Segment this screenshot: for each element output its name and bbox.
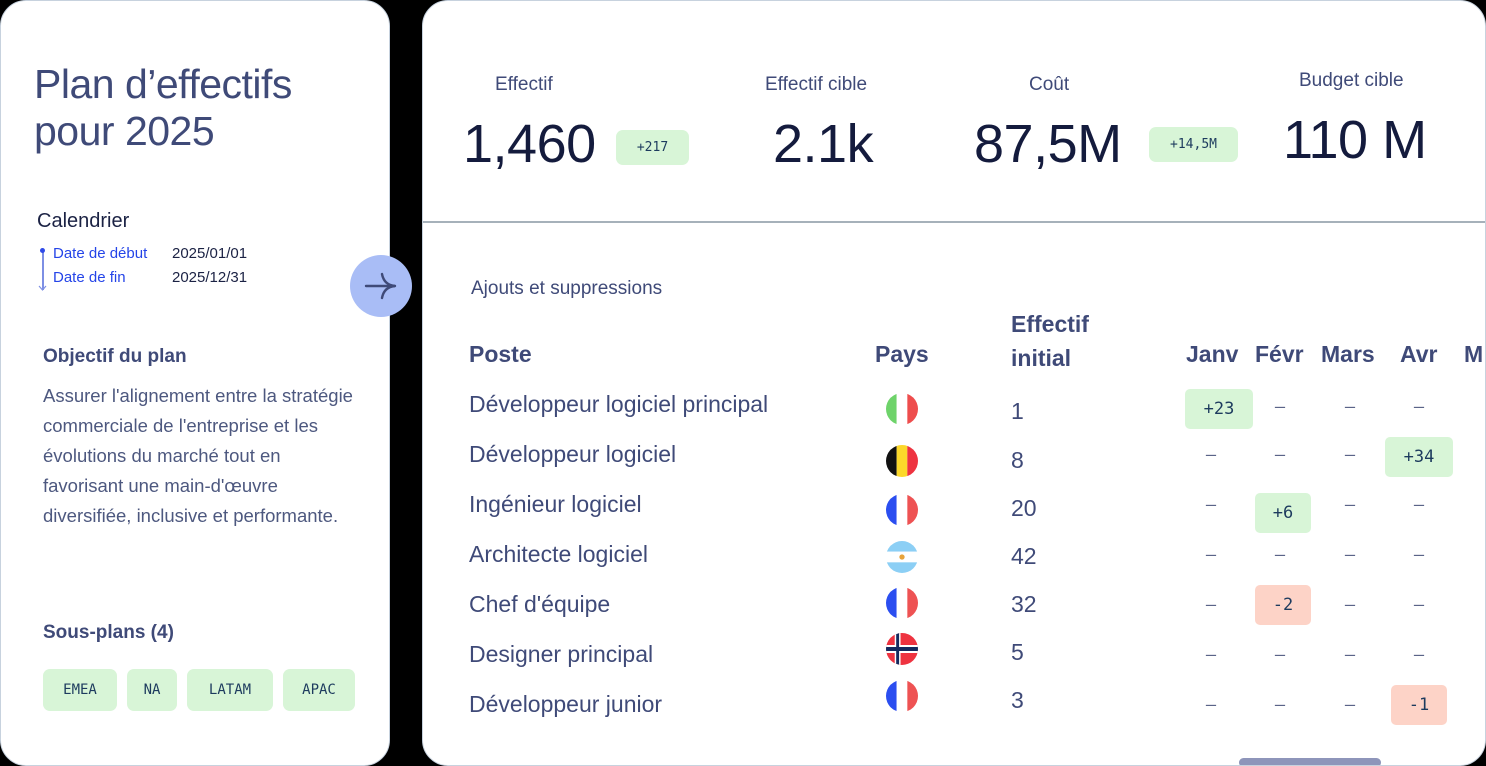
end-date-label: Date de fin bbox=[53, 269, 126, 286]
timeline-line bbox=[42, 250, 44, 290]
column-header-mai[interactable]: M bbox=[1464, 341, 1484, 367]
flag-france-icon bbox=[886, 494, 918, 526]
title-line-2: pour 2025 bbox=[34, 108, 215, 154]
initial-count-cell: 3 bbox=[1011, 687, 1024, 713]
month-cell-mars[interactable]: – bbox=[1344, 595, 1356, 615]
month-cell-janv[interactable]: +23 bbox=[1185, 389, 1253, 429]
flag-norway-icon bbox=[886, 633, 918, 665]
subplan-chip-na[interactable]: NA bbox=[127, 669, 177, 711]
month-cell-avr[interactable]: – bbox=[1413, 595, 1425, 615]
title-line-1: Plan d’effectifs bbox=[34, 61, 292, 107]
month-cell-fevr[interactable]: – bbox=[1274, 695, 1286, 715]
initial-header-line-1: Effectif bbox=[1011, 311, 1089, 337]
month-cell-janv[interactable]: – bbox=[1205, 545, 1217, 565]
month-cell-mars[interactable]: – bbox=[1344, 645, 1356, 665]
subplan-chip-apac[interactable]: APAC bbox=[283, 669, 355, 711]
subplan-chip-latam[interactable]: LATAM bbox=[187, 669, 273, 711]
initial-count-cell: 5 bbox=[1011, 639, 1024, 665]
initial-count-cell: 1 bbox=[1011, 398, 1024, 424]
month-cell-fevr[interactable]: +6 bbox=[1255, 493, 1311, 533]
month-cell-fevr[interactable]: – bbox=[1274, 397, 1286, 417]
poste-cell: Développeur logiciel principal bbox=[469, 391, 769, 417]
month-cell-mars[interactable]: – bbox=[1344, 495, 1356, 515]
month-cell-avr[interactable]: – bbox=[1413, 645, 1425, 665]
month-cell-janv[interactable]: – bbox=[1205, 495, 1217, 515]
month-cell-avr[interactable]: – bbox=[1413, 495, 1425, 515]
column-header-poste[interactable]: Poste bbox=[469, 341, 532, 367]
month-cell-mars[interactable]: – bbox=[1344, 445, 1356, 465]
kpi-headcount-delta-badge: +217 bbox=[616, 130, 689, 165]
poste-cell: Designer principal bbox=[469, 641, 654, 667]
poste-cell: Ingénieur logiciel bbox=[469, 491, 642, 517]
month-cell-avr[interactable]: -1 bbox=[1391, 685, 1447, 725]
expand-plan-button[interactable] bbox=[350, 255, 412, 317]
timeline-arrow-down-icon bbox=[38, 285, 47, 291]
poste-cell: Architecte logiciel bbox=[469, 541, 648, 567]
initial-header-line-2: initial bbox=[1011, 345, 1072, 371]
kpi-headcount-value: 1,460 bbox=[463, 114, 596, 174]
kpi-target-budget-value: 110 M bbox=[1283, 110, 1427, 170]
month-cell-fevr[interactable]: – bbox=[1274, 645, 1286, 665]
poste-cell: Développeur junior bbox=[469, 691, 663, 717]
plan-summary-panel: Plan d’effectifs pour 2025 Calendrier Da… bbox=[0, 0, 390, 766]
kpi-target-headcount-label: Effectif cible bbox=[765, 74, 868, 95]
kpi-target-headcount-value: 2.1k bbox=[773, 114, 874, 174]
column-header-pays[interactable]: Pays bbox=[875, 341, 929, 367]
column-header-avr[interactable]: Avr bbox=[1400, 341, 1438, 367]
month-cell-avr[interactable]: +34 bbox=[1385, 437, 1453, 477]
kpi-cost-delta-badge: +14,5M bbox=[1149, 127, 1238, 162]
subplan-chip-emea[interactable]: EMEA bbox=[43, 669, 117, 711]
end-date-value: 2025/12/31 bbox=[172, 269, 248, 286]
initial-count-cell: 8 bbox=[1011, 447, 1024, 473]
month-cell-fevr[interactable]: – bbox=[1274, 445, 1286, 465]
initial-count-cell: 32 bbox=[1011, 591, 1037, 617]
month-cell-fevr[interactable]: – bbox=[1274, 545, 1286, 565]
poste-cell: Développeur logiciel bbox=[469, 441, 677, 467]
start-date-row: Date de début 2025/01/01 bbox=[53, 245, 247, 262]
month-cell-janv[interactable]: – bbox=[1205, 645, 1217, 665]
poste-cell: Chef d'équipe bbox=[469, 591, 611, 617]
flag-france-icon bbox=[886, 680, 918, 712]
start-date-value: 2025/01/01 bbox=[172, 245, 248, 262]
month-cell-mars[interactable]: – bbox=[1344, 545, 1356, 565]
month-cell-mars[interactable]: – bbox=[1344, 397, 1356, 417]
column-header-mars[interactable]: Mars bbox=[1321, 341, 1375, 367]
month-cell-avr[interactable]: – bbox=[1413, 545, 1425, 565]
column-header-janv[interactable]: Janv bbox=[1186, 341, 1239, 367]
month-cell-fevr[interactable]: -2 bbox=[1255, 585, 1311, 625]
flag-france-icon bbox=[886, 587, 918, 619]
start-date-label: Date de début bbox=[53, 245, 148, 262]
timeline-start-dot-icon bbox=[40, 248, 45, 253]
section-title: Ajouts et suppressions bbox=[471, 278, 663, 299]
month-cell-janv[interactable]: – bbox=[1205, 445, 1217, 465]
objective-title: Objectif du plan bbox=[43, 346, 187, 367]
kpi-headcount-label: Effectif bbox=[495, 74, 553, 95]
calendar-title: Calendrier bbox=[37, 210, 130, 232]
flag-argentina-icon bbox=[886, 541, 918, 573]
initial-count-cell: 42 bbox=[1011, 543, 1037, 569]
month-cell-avr[interactable]: – bbox=[1413, 397, 1425, 417]
horizontal-scrollbar[interactable] bbox=[1239, 758, 1381, 765]
kpi-divider bbox=[423, 221, 1485, 223]
subplans-title: Sous-plans (4) bbox=[43, 622, 174, 643]
initial-count-cell: 20 bbox=[1011, 495, 1037, 521]
column-header-fevr[interactable]: Févr bbox=[1255, 341, 1304, 367]
month-cell-janv[interactable]: – bbox=[1205, 595, 1217, 615]
month-cell-janv[interactable]: – bbox=[1205, 695, 1217, 715]
column-header-initial[interactable]: Effectif initial bbox=[1011, 307, 1089, 375]
kpi-cost-label: Coût bbox=[1029, 74, 1070, 95]
page-title: Plan d’effectifs pour 2025 bbox=[34, 61, 374, 155]
objective-text: Assurer l'alignement entre la stratégie … bbox=[43, 385, 353, 526]
workforce-plan-details: Effectif 1,460 +217 Effectif cible 2.1k … bbox=[422, 0, 1486, 766]
kpi-cost-value: 87,5M bbox=[974, 114, 1122, 174]
month-cell-mars[interactable]: – bbox=[1344, 695, 1356, 715]
kpi-target-budget-label: Budget cible bbox=[1299, 70, 1404, 91]
end-date-row: Date de fin 2025/12/31 bbox=[53, 269, 247, 286]
flag-belgium-icon bbox=[886, 445, 918, 477]
subplan-chips: EMEA NA LATAM APAC bbox=[43, 669, 355, 711]
flag-italy-icon bbox=[886, 393, 918, 425]
arrow-right-icon bbox=[364, 272, 397, 300]
